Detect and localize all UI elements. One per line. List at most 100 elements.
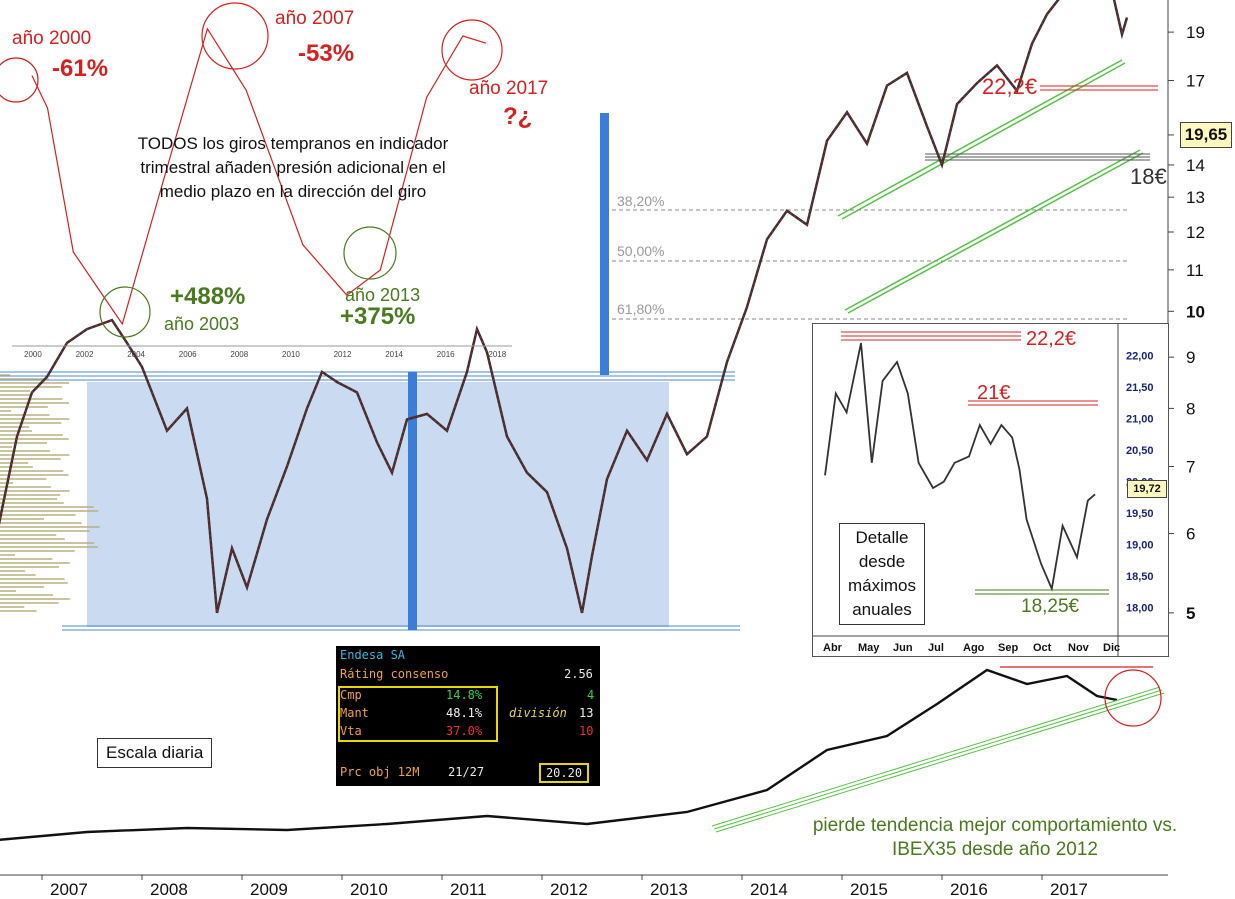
annotation-year-2000: año 2000 [12,28,92,49]
y-tick-label: 14 [1186,156,1205,175]
turn-circle-2017 [441,19,503,81]
consensus-buy-pct: 14.8% [446,688,483,702]
oscillator-x-tick: 2014 [385,350,403,359]
consensus-company: Endesa SA [340,648,406,662]
trend-channel-line [841,62,1126,220]
inset-x-tick: Abr [823,642,843,654]
inset-y-tick: 21,00 [1126,414,1154,426]
oscillator-x-tick: 2008 [230,350,248,359]
x-tick-label: 2011 [450,880,487,899]
annotation-pct-2003: +488% [170,283,246,310]
consensus-buy-label: Cmp [340,688,362,702]
inset-price-line [824,342,1096,592]
relative-strength-note-line-1: pierde tendencia mejor comportamiento vs… [812,815,1178,836]
oscillator-x-tick: 2016 [437,350,455,359]
oscillator-x-tick: 2012 [334,350,352,359]
x-tick-label: 2007 [50,880,88,899]
relative-strength-note: pierde tendencia mejor comportamiento vs… [770,814,1220,862]
relative-strength-line [0,668,1118,841]
inset-mid-label: 21€ [977,382,1011,404]
annotation-year-2013: año 2013 [345,285,421,305]
inset-top-label: 22,2€ [1026,328,1077,350]
consensus-hold-count: 13 [579,706,594,720]
annotation-pct-2013: +375% [340,303,416,330]
x-tick-label: 2012 [550,880,588,899]
inset-x-tick: Oct [1033,642,1052,654]
quarterly-note-line-1: TODOS los giros tempranos en indicador [137,134,449,153]
inset-x-tick: Jun [893,642,913,654]
oscillator-x-tick: 2004 [127,350,145,359]
inset-low-label: 18,25€ [1021,596,1080,617]
consensus-sell-count: 10 [579,724,594,738]
inset-description-line-1: Detalle [855,528,909,547]
annotation-pct-2000: -61% [52,55,109,82]
annotation-year-2017: año 2017 [469,78,549,99]
consensus-sell-pct: 37.0% [446,724,483,738]
y-tick-label: 12 [1186,223,1205,242]
turn-circle-2007 [201,2,269,70]
price-series-candles [0,0,1128,614]
oscillator-x-tick: 2006 [179,350,197,359]
turn-circle-2013 [343,226,397,280]
turn-circle-2003 [99,286,151,338]
inset-y-tick: 18,00 [1126,603,1154,615]
inset-x-tick: Nov [1068,642,1090,654]
consensus-rating-label: Ráting consenso [340,667,449,681]
consensus-panel: Endesa SA Ráting consenso 2.56 Cmp 14.8%… [336,646,600,786]
inset-x-tick: Dic [1103,642,1120,654]
trend-channel-line [847,152,1144,314]
annotation-question-2017: ?¿ [503,103,533,130]
inset-price-tag: 19,72 [1127,480,1167,498]
range-shading [87,382,669,627]
quarterly-note: TODOS los giros tempranos en indicador t… [98,132,488,204]
consensus-sell-label: Vta [340,724,362,738]
oscillator-x-tick: 2010 [282,350,300,359]
consensus-target-range: 21/27 [448,765,485,779]
trend-channel-line [844,149,1141,311]
scale-label: Escala diaria [97,738,213,768]
x-tick-label: 2013 [650,880,688,899]
x-tick-label: 2017 [1050,880,1088,899]
x-tick-label: 2009 [250,880,288,899]
consensus-target-label: Prc obj 12M [340,765,420,779]
y-tick-label: 17 [1186,71,1205,90]
consensus-highlight-box [338,686,498,742]
inset-y-tick: 22,00 [1126,351,1154,363]
turn-circle-2000 [0,57,39,103]
inset-y-tick: 19,00 [1126,540,1154,552]
y-tick-label: 13 [1186,188,1205,207]
inset-description-line-2: desde [858,552,906,571]
annotation-year-2007: año 2007 [275,8,355,29]
trend-channel-line [837,59,1123,217]
y-tick-label: 6 [1186,525,1195,544]
inset-description: Detalle desde máximos anuales [839,523,925,625]
inset-description-line-3: máximos [847,576,916,595]
oscillator-x-tick: 2000 [24,350,42,359]
y-tick-label: 19 [1186,23,1205,42]
y-tick-label: 7 [1186,457,1195,476]
fib-50-label: 50,00% [617,243,665,259]
fib-38-label: 38,20% [617,193,665,209]
y-tick-label: 8 [1186,399,1195,418]
y-tick-label: 10 [1186,302,1205,321]
y-tick-label: 11 [1186,261,1204,280]
rs-trend-line [713,689,1163,830]
inset-plot: 22,0021,5021,0020,5020,0019,5019,0018,50… [813,324,1168,656]
oscillator-x-tick: 2018 [488,350,506,359]
inset-y-tick: 21,50 [1126,382,1154,394]
consensus-hold-pct: 48.1% [446,706,483,720]
inset-y-tick: 19,50 [1126,508,1154,520]
inset-y-tick: 18,50 [1126,571,1154,583]
inset-x-tick: Ago [963,642,985,654]
quarterly-note-line-2: trimestral añaden presión adicional en e… [140,158,446,177]
quarterly-note-line-3: medio plazo en la dirección del giro [159,182,427,201]
x-tick-label: 2016 [950,880,988,899]
consensus-target-value: 20.20 [539,763,589,783]
resistance-label: 22,2€ [982,74,1038,99]
annotation-year-2003: año 2003 [164,314,240,334]
rs-trend-line [711,686,1161,827]
consensus-rating-value: 2.56 [564,667,593,681]
x-tick-label: 2014 [750,880,788,899]
